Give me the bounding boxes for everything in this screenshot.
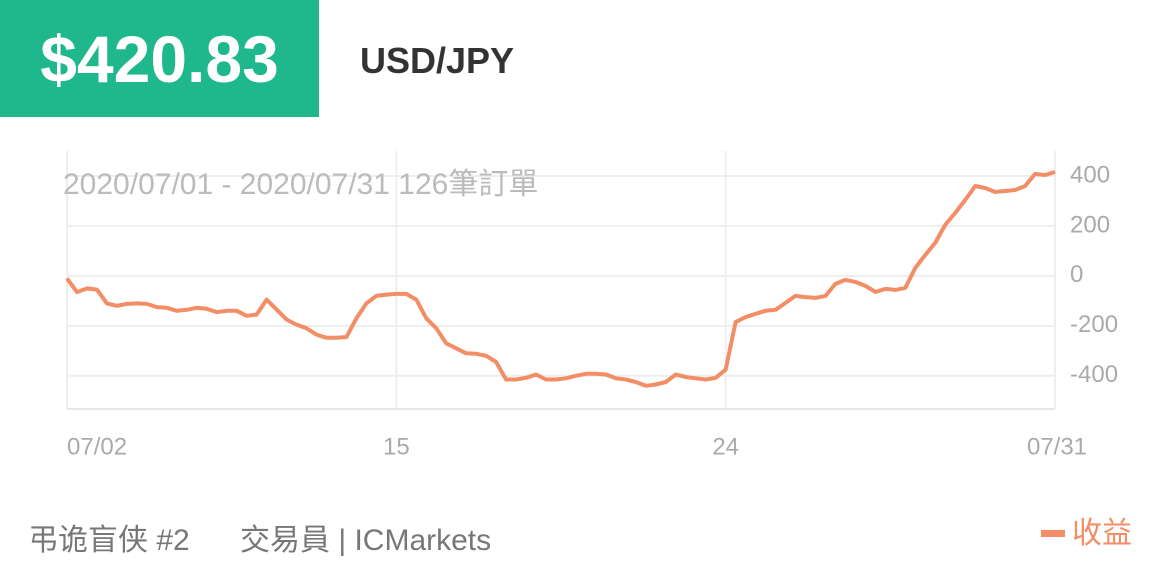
- x-tick-label: 15: [383, 433, 410, 460]
- legend-swatch: [1041, 530, 1065, 537]
- y-tick-label: 0: [1070, 261, 1083, 288]
- y-tick-label: 200: [1070, 211, 1110, 238]
- pair: USD/JPY: [360, 40, 515, 81]
- x-tick-label: 24: [712, 433, 739, 460]
- x-tick-label: 07/02: [67, 433, 127, 460]
- legend-label: 收益: [1072, 517, 1132, 550]
- role: 交易員 | ICMarkets: [240, 524, 492, 557]
- y-tick-label: 400: [1070, 161, 1110, 188]
- chart-subtitle: 2020/07/01 - 2020/07/31 126筆訂單: [63, 168, 538, 201]
- series-line: [65, 170, 1056, 388]
- price-badge: $420.83: [0, 0, 319, 117]
- trader: 弔诡盲侠 #2: [28, 524, 190, 557]
- x-tick-label: 07/31: [1027, 433, 1087, 460]
- y-tick-label: -400: [1070, 361, 1118, 388]
- y-tick-label: -200: [1070, 311, 1118, 338]
